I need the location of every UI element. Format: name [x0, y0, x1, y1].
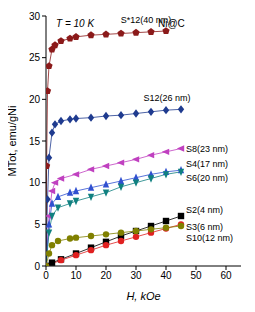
svg-text:15: 15 — [29, 136, 41, 147]
svg-text:S4(17 nm): S4(17 nm) — [186, 159, 228, 169]
svg-text:0: 0 — [34, 261, 40, 272]
svg-text:50: 50 — [190, 270, 202, 281]
svg-text:0: 0 — [43, 270, 49, 281]
svg-text:S6(20 nm): S6(20 nm) — [186, 173, 228, 183]
svg-text:S10(12 nm): S10(12 nm) — [186, 233, 233, 243]
svg-text:60: 60 — [220, 270, 232, 281]
svg-text:20: 20 — [100, 270, 112, 281]
svg-text:S2(4 nm): S2(4 nm) — [186, 205, 223, 215]
svg-text:40: 40 — [160, 270, 172, 281]
svg-text:H, kOe: H, kOe — [126, 290, 160, 302]
svg-text:10: 10 — [70, 270, 82, 281]
svg-text:5: 5 — [34, 219, 40, 230]
svg-text:MTot, emu/gNi: MTot, emu/gNi — [8, 106, 18, 177]
svg-text:20: 20 — [29, 94, 41, 105]
svg-text:S8(23 nm): S8(23 nm) — [186, 144, 228, 154]
svg-text:S12(26 nm): S12(26 nm) — [143, 93, 190, 103]
svg-text:25: 25 — [29, 52, 41, 63]
svg-text:30: 30 — [130, 270, 142, 281]
svg-text:30: 30 — [29, 11, 41, 22]
svg-text:10: 10 — [29, 177, 41, 188]
svg-text:S3(6 nm): S3(6 nm) — [186, 222, 223, 232]
